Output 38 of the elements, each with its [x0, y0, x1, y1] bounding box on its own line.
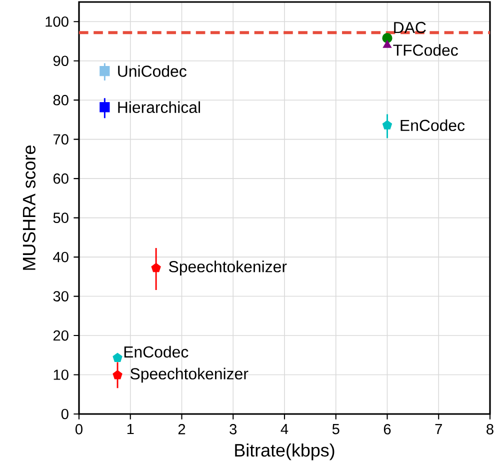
x-tick-label: 4	[280, 424, 288, 434]
y-tick-label: 70	[53, 134, 68, 145]
y-tick-label: 40	[53, 252, 68, 262]
x-tick-label: 6	[384, 424, 391, 434]
y-tick-label: 90	[53, 56, 68, 66]
point	[382, 33, 392, 44]
series-label: UniCodec	[118, 65, 186, 77]
y-tick-label: 0	[61, 408, 68, 420]
x-tick-label: 8	[486, 424, 494, 434]
point	[100, 102, 110, 112]
x-axis-title: Bitrate(kbps)	[235, 443, 334, 460]
series-label: TFCodec	[393, 44, 458, 56]
y-tick-label: 20	[53, 330, 68, 341]
series-label: Hierarchical	[118, 101, 200, 113]
series-label: DAC	[394, 22, 426, 34]
y-tick-label: 60	[53, 173, 68, 184]
y-tick-label: 80	[53, 94, 68, 106]
y-tick-label: 100	[46, 16, 68, 27]
series-label: Speechtokenizer	[169, 260, 287, 276]
x-tick-label: 2	[178, 424, 186, 434]
point	[112, 370, 122, 380]
point	[151, 262, 161, 272]
point	[382, 120, 392, 130]
point	[100, 66, 110, 76]
y-tick-label: 50	[53, 212, 68, 223]
series-label: EnCodec	[400, 119, 465, 132]
y-tick-label: 10	[54, 370, 68, 380]
x-tick-label: 5	[332, 424, 340, 434]
point	[112, 352, 122, 362]
x-tick-label: 1	[127, 424, 134, 434]
y-tick-label: 30	[53, 291, 68, 302]
x-tick-label: 3	[230, 424, 237, 434]
series-label: EnCodec	[124, 346, 188, 358]
series-label: Speechtokenizer	[130, 368, 248, 383]
point	[382, 40, 392, 48]
y-axis-title: MUSHRA score	[22, 146, 36, 270]
x-tick-label: 0	[76, 424, 82, 434]
x-tick-label: 7	[435, 424, 442, 434]
